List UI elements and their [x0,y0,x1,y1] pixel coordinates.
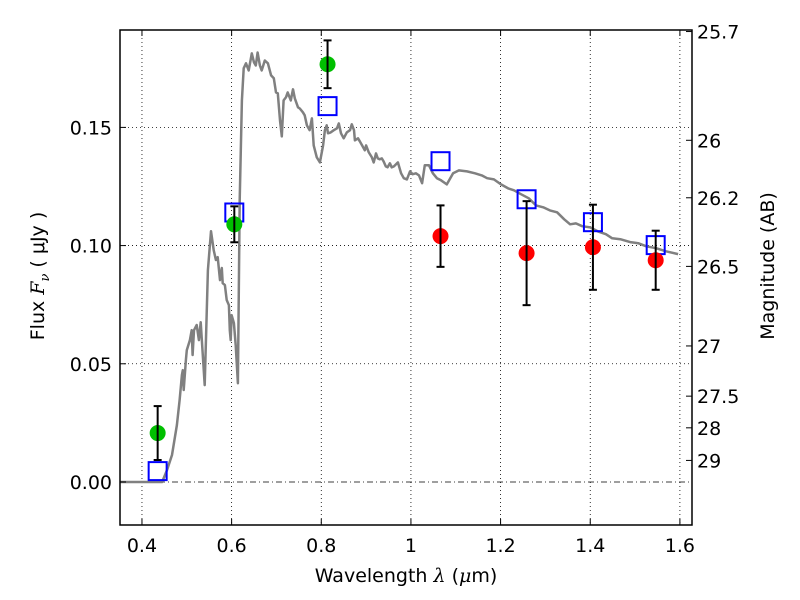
y-axis-label: Flux Fν ( μJy ) [27,212,53,341]
y2-axis-magnitude: 25.7 26 26.2 26.5 27 27.5 28 29 [686,22,739,472]
y2-tick-label: 26.5 [697,256,739,278]
y2-tick-label: 26 [697,130,721,152]
x-tick-label: 1.2 [485,535,515,557]
x-axis-label: Wavelength λ (μm) [315,565,498,587]
y-tick-label: 0.10 [70,236,112,258]
y2-tick-label: 29 [697,450,721,472]
plot-area [120,39,679,484]
x-tick-label: 0.4 [127,535,157,557]
y-tick-label: 0.05 [70,354,112,376]
y-tick-label: 0.15 [70,117,112,139]
y2-tick-label: 26.2 [697,188,739,210]
x-tick-label: 0.8 [306,535,336,557]
y2-axis-label: Magnitude (AB) [757,192,779,340]
model-photometry-square [317,96,338,117]
y2-tick-label: 28 [697,418,721,440]
x-tick-label: 1 [405,535,417,557]
y2-tick-label: 25.7 [697,22,739,44]
x-tick-label: 1.4 [575,535,605,557]
y2-tick-label: 27 [697,336,721,358]
y-axis: 0.00 0.05 0.10 0.15 [70,117,126,494]
spectrum-line [120,51,679,484]
y-tick-label: 0.00 [70,472,112,494]
x-axis: 0.4 0.6 0.8 1 1.2 1.4 1.6 [127,30,695,557]
y2-tick-label: 27.5 [697,386,739,408]
model-photometry-square [147,461,168,482]
x-tick-label: 1.6 [665,535,695,557]
plot-frame [119,29,693,526]
model-photometry-square [430,151,451,172]
x-tick-label: 0.6 [217,535,247,557]
